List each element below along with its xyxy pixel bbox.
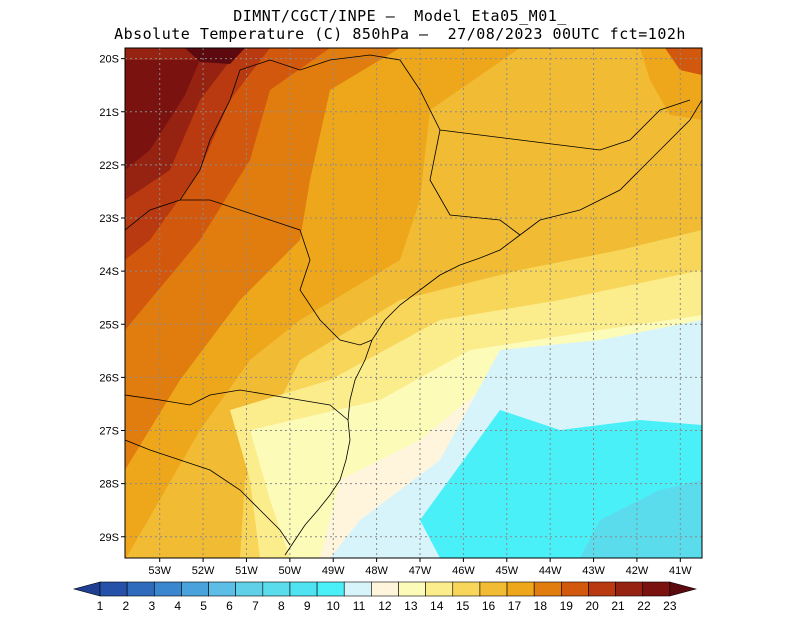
colorbar-swatch (425, 581, 454, 597)
colorbar-label: 12 (378, 599, 392, 613)
lon-tick-label: 48W (365, 565, 388, 577)
state-border-3 (125, 389, 349, 421)
coastline (284, 99, 702, 556)
lon-tick-label: 47W (409, 565, 432, 577)
lat-tick-label: 27S (99, 426, 119, 438)
lon-tick-label: 50W (279, 565, 302, 577)
field-18-ne (665, 48, 702, 75)
colorbar-label: 8 (278, 599, 285, 613)
state-border-1 (239, 54, 521, 236)
lon-tick-label: 43W (582, 565, 605, 577)
lat-tick-label: 20S (99, 54, 119, 66)
colorbar-label: 13 (404, 599, 418, 613)
lon-tick-label: 46W (452, 565, 475, 577)
lon-tick-label: 52W (192, 565, 215, 577)
colorbar-label: 2 (123, 599, 130, 613)
colorbar-swatch (235, 581, 264, 597)
colorbar-swatch (452, 581, 481, 597)
latitude-axis: 20S 21S 22S 23S 24S 25S 26S 27S 28S 29S (99, 54, 125, 544)
colorbar-arrow-high (669, 581, 698, 597)
colorbar-label: 11 (353, 599, 366, 613)
colorbar-swatch (289, 581, 318, 597)
colorbar-swatch (642, 581, 671, 597)
colorbar-label: 5 (200, 599, 207, 613)
lon-tick-label: 44W (539, 565, 562, 577)
lon-tick-label: 49W (322, 565, 345, 577)
colorbar-swatch (533, 581, 562, 597)
colorbar-label: 18 (534, 599, 548, 613)
colorbar-label: 10 (326, 599, 340, 613)
colorbar-label: 9 (304, 599, 311, 613)
colorbar-label: 16 (482, 599, 496, 613)
country-border (125, 439, 291, 546)
colorbar-swatch (398, 581, 426, 597)
lon-tick-label: 51W (235, 565, 258, 577)
colorbar-label: 21 (611, 599, 625, 613)
colorbar-label: 14 (430, 599, 444, 613)
colorbar-swatch (588, 581, 616, 597)
lat-tick-label: 25S (99, 319, 119, 331)
colorbar-swatch (208, 581, 236, 597)
colorbar-label: 15 (456, 599, 470, 613)
colorbar: 1 2 3 4 5 6 7 8 9 10 11 12 13 14 15 16 17 18 19 20 21 22 23 (72, 581, 698, 613)
lon-tick-label: 53W (148, 565, 171, 577)
colorbar-swatch (343, 581, 372, 597)
colorbar-label: 22 (637, 599, 651, 613)
plot-frame (124, 47, 703, 559)
graticule (125, 48, 702, 558)
colorbar-label: 7 (252, 599, 259, 613)
lat-tick-label: 26S (99, 372, 119, 384)
field-22 (125, 60, 200, 170)
title-line-2: Absolute Temperature (C) 850hPa – 27/08/… (114, 25, 686, 43)
colorbar-swatch (506, 581, 535, 597)
lon-tick-label: 45W (495, 565, 518, 577)
colorbar-swatch (615, 581, 644, 597)
title-line-1: DIMNT/CGCT/INPE – Model Eta05_M01_ (233, 7, 567, 25)
colorbar-swatch (181, 581, 209, 597)
colorbar-swatch (99, 581, 128, 597)
colorbar-swatch (316, 581, 345, 597)
lon-tick-label: 41W (669, 565, 692, 577)
longitude-axis: 53W 52W 51W 50W 49W 48W 47W 46W 45W 44W 43W 42W 41W (148, 558, 692, 577)
lat-tick-label: 21S (99, 107, 119, 119)
colorbar-label: 3 (148, 599, 155, 613)
lat-tick-label: 28S (99, 479, 119, 491)
colorbar-label: 19 (560, 599, 574, 613)
lat-tick-label: 29S (99, 532, 119, 544)
lat-tick-label: 24S (99, 266, 119, 278)
field-9 (580, 480, 702, 558)
colorbar-label: 20 (585, 599, 599, 613)
colorbar-swatch (371, 581, 399, 597)
field-23 (185, 48, 245, 64)
colorbar-swatch (126, 581, 155, 597)
colorbar-label: 17 (508, 599, 522, 613)
coastline-borders (125, 54, 702, 556)
colorbar-arrow-low (72, 581, 101, 597)
lat-tick-label: 22S (99, 160, 119, 172)
colorbar-swatch (262, 581, 291, 597)
state-border-5 (439, 99, 691, 151)
colorbar-swatch (561, 581, 589, 597)
lon-tick-label: 42W (626, 565, 649, 577)
colorbar-label: 1 (97, 599, 104, 613)
colorbar-label: 6 (226, 599, 233, 613)
state-border-4 (179, 69, 241, 201)
temperature-field (125, 48, 702, 558)
lat-tick-label: 23S (99, 213, 119, 225)
colorbar-label: 4 (174, 599, 181, 613)
colorbar-swatch (479, 581, 508, 597)
colorbar-label: 23 (663, 599, 677, 613)
colorbar-swatch (153, 581, 182, 597)
